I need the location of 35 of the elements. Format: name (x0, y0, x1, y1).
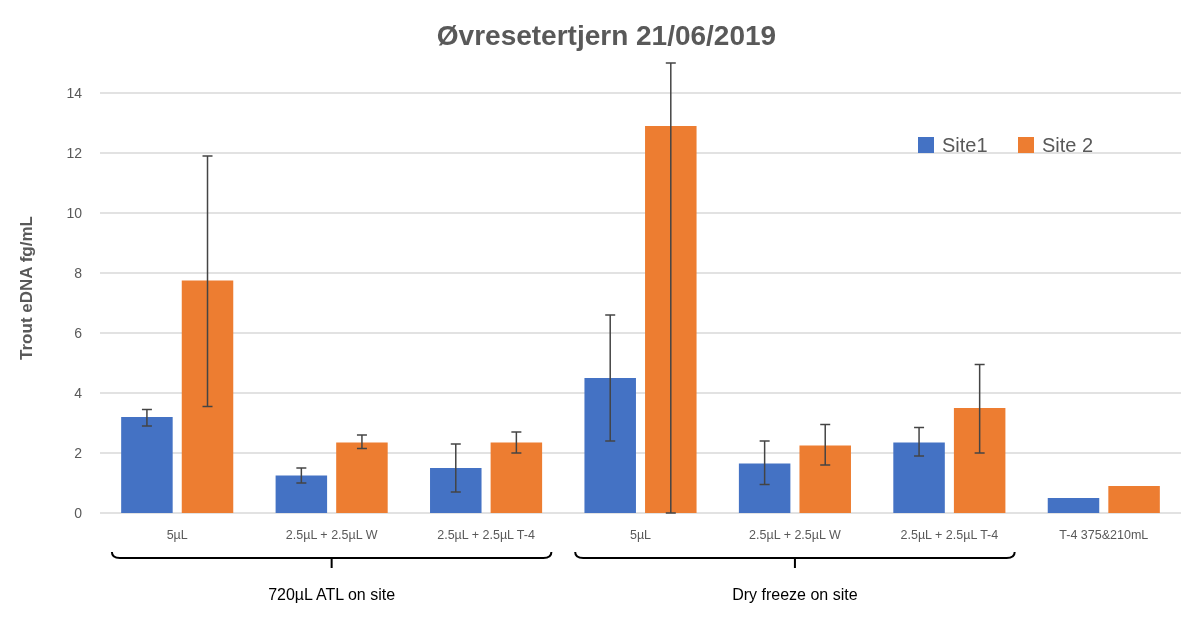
x-tick-label: 2.5µL + 2.5µL W (285, 528, 378, 542)
y-axis-title: Trout eDNA fg/mL (17, 216, 36, 360)
x-tick-label: 5µL (166, 528, 188, 542)
bar (584, 378, 636, 513)
text: 720µL ATL on site (268, 586, 396, 603)
bar (121, 417, 173, 513)
y-tick-label: 14 (66, 84, 83, 101)
x-tick-label: 2.5µL + 2.5µL T-4 (900, 528, 999, 542)
bar (1108, 486, 1160, 513)
bar (893, 442, 945, 513)
y-tick-label: 8 (74, 264, 83, 281)
x-tick-label: T-4 375&210mL (1059, 528, 1149, 542)
bar (799, 445, 851, 513)
legend-label: Site 2 (1042, 134, 1094, 156)
legend-label: Site1 (942, 134, 988, 156)
bar (1047, 498, 1100, 513)
y-tick-label: 12 (66, 144, 83, 161)
bar (645, 126, 697, 513)
y-tick-label: 0 (74, 504, 83, 521)
x-tick-label: 5µL (629, 528, 652, 542)
bar (738, 463, 791, 513)
bar (953, 408, 1006, 513)
chart-title: Øvresetertjern 21/06/2019 (436, 20, 777, 51)
x-tick-label: 2.5µL + 2.5µL T-4 (437, 528, 535, 542)
x-tick-label: 2.5µL + 2.5µL W (749, 528, 841, 542)
bar (430, 468, 482, 513)
bar (275, 475, 328, 513)
bar (336, 442, 388, 513)
y-tick-label: 10 (66, 204, 83, 221)
text: Dry freeze on site (732, 586, 858, 603)
bar (490, 442, 543, 513)
y-tick-label: 2 (74, 444, 83, 461)
y-tick-label: 6 (74, 324, 83, 341)
y-tick-label: 4 (74, 384, 83, 401)
bar (181, 280, 234, 513)
